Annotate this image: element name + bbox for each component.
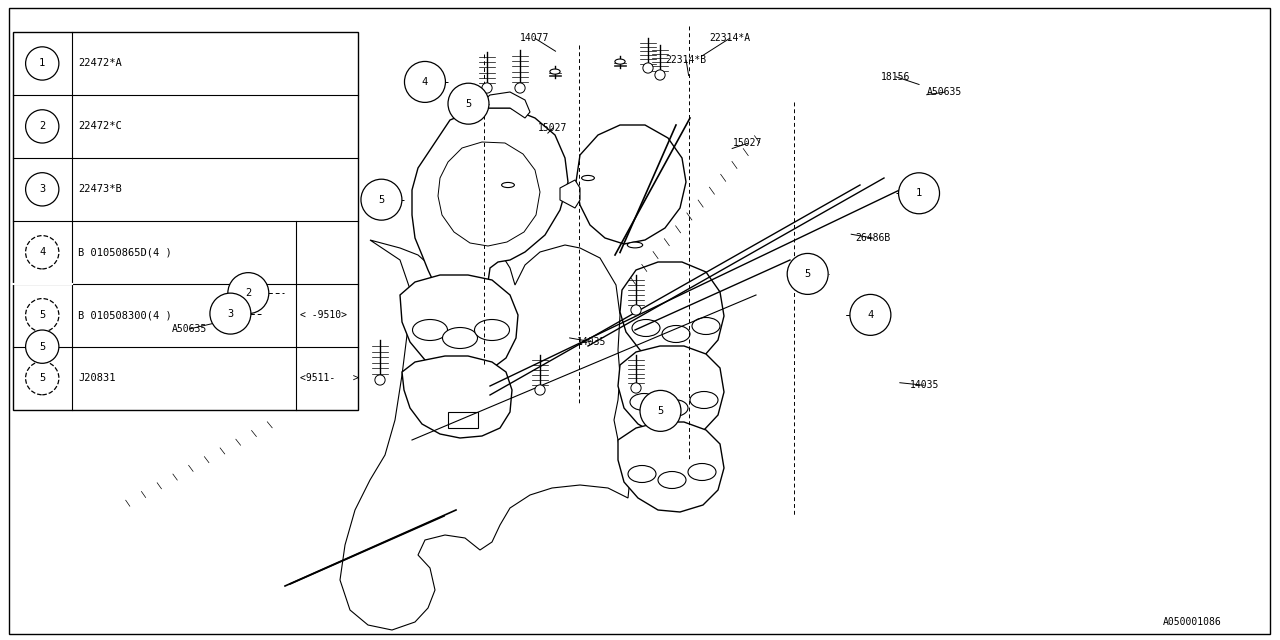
Ellipse shape [26,47,59,80]
Ellipse shape [690,392,718,408]
Ellipse shape [404,61,445,102]
Ellipse shape [26,330,59,364]
Ellipse shape [502,182,515,188]
Polygon shape [438,142,540,246]
Ellipse shape [662,326,690,342]
Ellipse shape [628,465,657,483]
Text: 4: 4 [868,310,873,320]
Text: 5: 5 [379,195,384,205]
Text: 3: 3 [40,184,45,195]
Text: 5: 5 [40,310,45,320]
Ellipse shape [631,383,641,393]
Text: 4: 4 [422,77,428,87]
Ellipse shape [412,319,448,340]
Ellipse shape [535,385,545,395]
Text: 22472*C: 22472*C [78,122,122,131]
Polygon shape [399,275,518,375]
Ellipse shape [26,299,59,332]
Text: B 01050865D(4 ): B 01050865D(4 ) [78,247,172,257]
Text: 22472*A: 22472*A [78,58,122,68]
Ellipse shape [692,317,719,335]
Ellipse shape [581,175,594,180]
Text: A50635: A50635 [927,87,963,97]
Text: 5: 5 [658,406,663,416]
Ellipse shape [631,305,641,315]
Polygon shape [561,180,580,208]
Ellipse shape [448,83,489,124]
Text: <9511-   >: <9511- > [300,373,358,383]
Text: 4: 4 [40,247,45,257]
Text: 18156: 18156 [882,72,910,82]
Text: 5: 5 [805,269,810,279]
Text: 5: 5 [466,99,471,109]
Ellipse shape [899,173,940,214]
Ellipse shape [361,179,402,220]
Ellipse shape [26,362,59,395]
FancyBboxPatch shape [448,412,477,428]
Ellipse shape [375,375,385,385]
Ellipse shape [614,59,625,64]
Ellipse shape [630,394,658,410]
Text: < -9510>: < -9510> [300,310,347,320]
Text: 22473*B: 22473*B [78,184,122,195]
Ellipse shape [640,390,681,431]
Text: 15027: 15027 [539,123,567,133]
Ellipse shape [26,173,59,206]
Text: 22314*B: 22314*B [666,55,707,65]
Ellipse shape [481,83,492,93]
Text: 2: 2 [40,122,45,131]
FancyBboxPatch shape [13,32,358,410]
Text: 2: 2 [246,288,251,298]
Ellipse shape [689,463,716,481]
Ellipse shape [550,69,561,74]
Text: 5: 5 [40,342,45,351]
Text: 1: 1 [40,58,45,68]
Text: 14077: 14077 [521,33,549,44]
Ellipse shape [627,242,643,248]
Text: 26486B: 26486B [855,233,891,243]
Text: B 010508300(4 ): B 010508300(4 ) [78,310,172,320]
Text: 15027: 15027 [733,138,762,148]
Text: J20831: J20831 [78,373,115,383]
Ellipse shape [210,293,251,334]
Ellipse shape [632,319,660,337]
Polygon shape [576,125,686,244]
Text: 14035: 14035 [910,380,938,390]
Text: 1: 1 [916,188,922,198]
Polygon shape [402,356,512,438]
Text: 14035: 14035 [577,337,605,347]
Ellipse shape [26,110,59,143]
Polygon shape [618,346,724,438]
Text: A50635: A50635 [172,324,207,334]
Text: 22314*A: 22314*A [709,33,750,44]
Polygon shape [618,422,724,512]
Ellipse shape [658,472,686,488]
Text: 3: 3 [228,308,233,319]
Ellipse shape [787,253,828,294]
Ellipse shape [443,328,477,349]
Ellipse shape [655,70,666,80]
Ellipse shape [228,273,269,314]
Ellipse shape [26,236,59,269]
Text: A050001086: A050001086 [1162,617,1221,627]
Ellipse shape [475,319,509,340]
Polygon shape [340,240,630,630]
Ellipse shape [515,83,525,93]
Polygon shape [620,262,724,364]
Polygon shape [412,108,568,302]
Ellipse shape [643,63,653,73]
Ellipse shape [850,294,891,335]
Text: 5: 5 [40,373,45,383]
Polygon shape [475,92,530,118]
Ellipse shape [660,399,689,417]
